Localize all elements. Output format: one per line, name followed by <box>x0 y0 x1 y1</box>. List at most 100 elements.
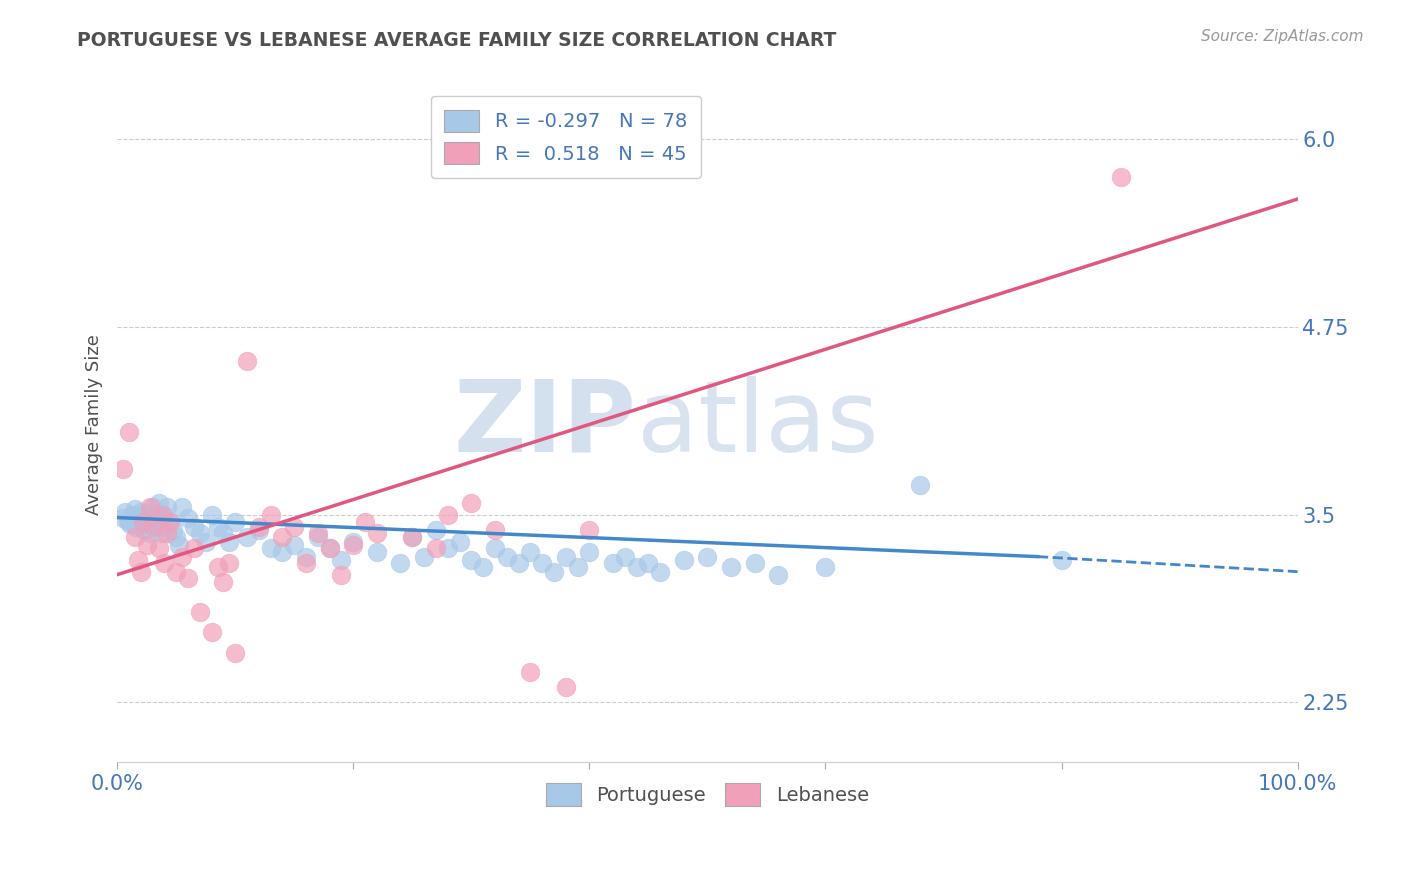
Point <box>118 425 141 439</box>
Point <box>156 525 179 540</box>
Point <box>117 514 139 528</box>
Point <box>236 354 259 368</box>
Point <box>460 552 482 566</box>
Point <box>318 541 340 555</box>
Point <box>120 516 142 531</box>
Point <box>150 525 173 540</box>
Point <box>129 565 152 579</box>
Point <box>554 549 576 564</box>
Point <box>744 556 766 570</box>
Point <box>172 500 194 514</box>
Point <box>145 516 167 531</box>
Point <box>236 530 259 544</box>
Point <box>307 525 329 540</box>
Point <box>508 556 530 570</box>
Point <box>247 523 270 537</box>
Point <box>224 515 246 529</box>
Point <box>139 525 162 540</box>
Point <box>212 575 235 590</box>
Point <box>124 530 146 544</box>
Point <box>449 534 471 549</box>
Point <box>148 495 170 509</box>
Point <box>165 565 187 579</box>
Point <box>354 515 377 529</box>
Point <box>112 510 135 524</box>
Point <box>554 681 576 695</box>
Point <box>201 508 224 522</box>
Point <box>207 560 229 574</box>
Point <box>139 500 162 514</box>
Point <box>401 530 423 544</box>
Point <box>271 545 294 559</box>
Point <box>578 545 600 559</box>
Point <box>330 552 353 566</box>
Point <box>132 515 155 529</box>
Point <box>626 560 648 574</box>
Point <box>129 504 152 518</box>
Point <box>1050 552 1073 566</box>
Point <box>720 560 742 574</box>
Point <box>207 519 229 533</box>
Point <box>472 560 495 574</box>
Point <box>436 541 458 555</box>
Point <box>1109 169 1132 184</box>
Point <box>153 556 176 570</box>
Point <box>578 523 600 537</box>
Point <box>672 552 695 566</box>
Point <box>148 541 170 555</box>
Point <box>366 545 388 559</box>
Point <box>342 538 364 552</box>
Point <box>177 510 200 524</box>
Point <box>121 508 143 522</box>
Point <box>212 525 235 540</box>
Point <box>183 541 205 555</box>
Point <box>330 567 353 582</box>
Point <box>484 541 506 555</box>
Point <box>519 545 541 559</box>
Point <box>389 556 412 570</box>
Point <box>436 508 458 522</box>
Point <box>142 500 165 514</box>
Text: PORTUGUESE VS LEBANESE AVERAGE FAMILY SIZE CORRELATION CHART: PORTUGUESE VS LEBANESE AVERAGE FAMILY SI… <box>77 31 837 50</box>
Point <box>112 462 135 476</box>
Point <box>134 523 156 537</box>
Point <box>188 605 211 619</box>
Point <box>165 530 187 544</box>
Point <box>247 519 270 533</box>
Point <box>460 495 482 509</box>
Point <box>132 515 155 529</box>
Point <box>172 549 194 564</box>
Point <box>143 510 166 524</box>
Point <box>425 523 447 537</box>
Point <box>613 549 636 564</box>
Point <box>183 519 205 533</box>
Point <box>295 556 318 570</box>
Point <box>519 665 541 680</box>
Point <box>342 534 364 549</box>
Legend: Portuguese, Lebanese: Portuguese, Lebanese <box>538 775 877 814</box>
Point <box>162 523 184 537</box>
Text: atlas: atlas <box>637 376 879 473</box>
Point <box>159 515 181 529</box>
Point <box>650 565 672 579</box>
Point <box>766 567 789 582</box>
Point <box>283 519 305 533</box>
Point <box>194 534 217 549</box>
Point <box>159 515 181 529</box>
Point <box>167 538 190 552</box>
Point <box>413 549 436 564</box>
Point <box>142 519 165 533</box>
Point <box>125 519 148 533</box>
Point <box>295 549 318 564</box>
Point <box>271 530 294 544</box>
Point <box>153 508 176 522</box>
Point <box>259 508 281 522</box>
Point <box>543 565 565 579</box>
Point <box>318 541 340 555</box>
Point <box>188 525 211 540</box>
Y-axis label: Average Family Size: Average Family Size <box>86 334 103 515</box>
Point <box>567 560 589 574</box>
Point <box>425 541 447 555</box>
Point <box>696 549 718 564</box>
Point <box>135 508 157 522</box>
